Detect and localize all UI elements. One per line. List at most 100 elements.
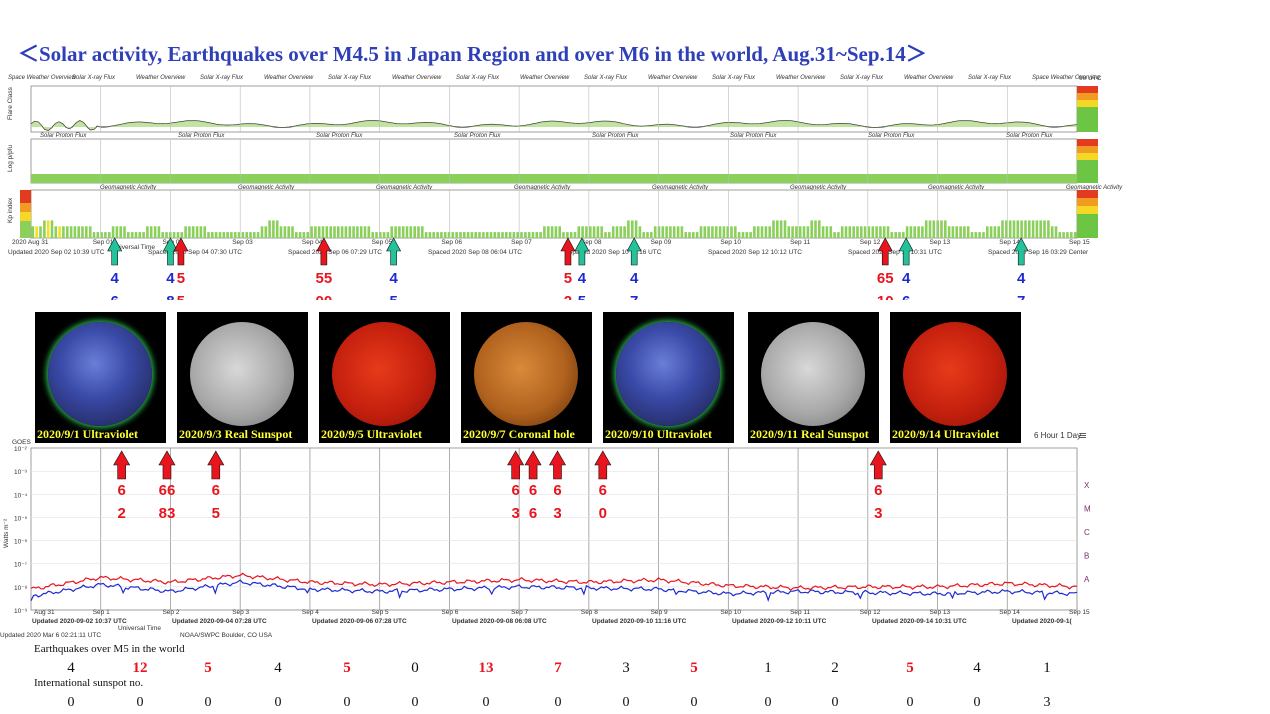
zoom-label: 6 Hour 1 Day — [1034, 431, 1081, 440]
sun-image: 2020/9/7 Coronal hole — [461, 312, 592, 443]
kp-bar — [409, 226, 413, 238]
sunspot-count: 0 — [67, 695, 75, 710]
kp-bar — [348, 226, 352, 238]
top-day-tick: Sep 09 — [651, 239, 672, 246]
kp-bar — [527, 232, 531, 238]
kp-bar — [371, 232, 374, 238]
kp-bar — [153, 226, 157, 238]
kp-bar — [172, 232, 176, 238]
world-quake-count: 0 — [411, 660, 419, 676]
kp-sub-label: Geomagnetic Activity — [652, 185, 709, 191]
world-quake-count: 4 — [67, 660, 75, 676]
top-day-tick: Sep 06 — [441, 239, 462, 246]
japan-quake-top: 4 — [1017, 270, 1026, 287]
kp-bar — [264, 226, 268, 238]
kp-sub-label: Geomagnetic Activity — [100, 185, 157, 191]
kp-bar — [940, 220, 943, 238]
kp-bar — [489, 232, 493, 238]
panel-header-label: Weather Overview — [776, 75, 826, 81]
kp-bar — [982, 232, 985, 238]
kp-bar — [100, 232, 103, 238]
xray-ytick: 10⁻⁶ — [14, 539, 28, 546]
kp-bar — [146, 226, 149, 238]
kp-bar — [149, 226, 153, 238]
kp-bars — [31, 220, 1077, 238]
kp-bar — [104, 232, 107, 238]
sun-image: 2020/9/5 Ultraviolet — [319, 312, 450, 443]
kp-bar — [890, 232, 894, 238]
kp-bar — [436, 232, 439, 238]
menu-icon[interactable]: ≡ — [1078, 429, 1087, 442]
top-day-tick: Sep 11 — [790, 239, 811, 246]
kp-bar — [474, 232, 477, 238]
kp-bar — [669, 226, 672, 238]
world-quake-bottom: 6 — [529, 505, 537, 522]
kp-bar — [596, 226, 600, 238]
world-quake-top: 6 — [529, 482, 537, 499]
xray-short-series — [30, 579, 1078, 602]
world-quake-count: 3 — [622, 660, 630, 676]
world-quake-top: 6 — [553, 482, 561, 499]
kp-sub-label: Geomagnetic Activity — [790, 185, 847, 191]
kp-bar — [657, 226, 661, 238]
kp-sub-label: Geomagnetic Activity — [928, 185, 985, 191]
kp-bar — [631, 220, 634, 238]
xray-day-tick: Sep 3 — [232, 609, 249, 616]
panel-header-label: Weather Overview — [648, 75, 698, 81]
kp-bar — [989, 226, 993, 238]
kp-bar — [802, 226, 806, 238]
kp-bar — [428, 232, 432, 238]
kp-bar — [359, 226, 363, 238]
top-day-tick: Sep 03 — [232, 239, 253, 246]
xray-plot-area — [30, 447, 1078, 611]
kp-bar — [1031, 220, 1035, 238]
sun-image-caption: 2020/9/5 Ultraviolet — [321, 427, 422, 441]
xray-day-tick: Sep 9 — [651, 609, 668, 616]
sun-image-caption: 2020/9/11 Real Sunspot — [750, 427, 869, 441]
kp-bar — [443, 232, 447, 238]
world-quake-count: 13 — [478, 660, 494, 676]
xray-day-tick: Sep 1 — [93, 609, 110, 616]
kp-bar — [642, 232, 645, 238]
kp-bar — [413, 226, 416, 238]
kp-bar — [608, 232, 611, 238]
kp-bar — [203, 226, 206, 238]
top-footer-update: Spaced 2020 Sep 08 06:04 UTC — [428, 249, 522, 256]
japan-earthquake-markers: 46485555004552454765104647 — [107, 237, 1029, 300]
kp-bar — [860, 226, 863, 238]
kp-bar — [768, 226, 771, 238]
top-day-tick: 2020 Aug 31 — [12, 239, 49, 246]
flare-class-label: B — [1084, 552, 1089, 561]
kp-bar — [959, 226, 962, 238]
xray-footer-update: Updated 2020-09-02 10:37 UTC — [32, 618, 127, 625]
kp-bar — [287, 226, 290, 238]
kp-bar — [508, 232, 512, 238]
sun-disc — [903, 322, 1007, 426]
world-quake-top: 6 — [511, 482, 519, 499]
panel-header-label: Solar X-ray Flux — [968, 75, 1012, 81]
japan-quake-top: 4 — [389, 270, 398, 287]
kp-bar — [92, 232, 96, 238]
kp-bar — [440, 232, 443, 238]
kp-bar — [268, 220, 271, 238]
kp-bar — [62, 226, 65, 238]
kp-bar — [1039, 220, 1042, 238]
kp-bar — [703, 226, 707, 238]
kp-bar — [898, 232, 901, 238]
kp-bar — [123, 226, 126, 238]
kp-bar — [214, 232, 218, 238]
kp-bar — [256, 232, 260, 238]
kp-bar — [1047, 220, 1050, 238]
japan-quake-arrow: 65 10 — [877, 237, 894, 300]
panel-header-label: Solar X-ray Flux — [584, 75, 628, 81]
panel-header-label: Space Weather Overview — [1032, 75, 1101, 81]
kp-bar — [875, 226, 878, 238]
kp-bar — [191, 226, 195, 238]
kp-bar — [821, 226, 825, 238]
xray-day-tick: Sep 12 — [860, 609, 881, 616]
japan-quake-arrow: 46 — [107, 237, 123, 300]
kp-bar — [325, 226, 329, 238]
kp-bar — [459, 232, 462, 238]
kp-bar — [432, 232, 435, 238]
xray-footer-update: Updated 2020-09-1( — [1012, 618, 1072, 625]
